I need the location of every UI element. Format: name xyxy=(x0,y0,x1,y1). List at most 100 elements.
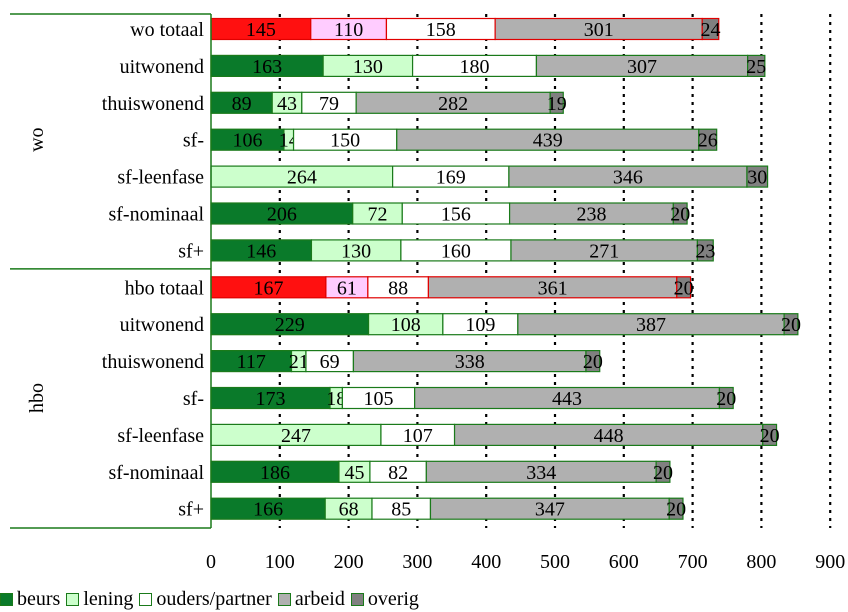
legend-item: lening xyxy=(66,588,133,611)
category-label: sf- xyxy=(183,388,204,410)
bar-value-label: 106 xyxy=(232,130,262,152)
bar-value-label: 163 xyxy=(252,56,282,78)
bar-segment xyxy=(696,239,714,262)
bar-segment xyxy=(762,423,778,446)
bar-value-label: 166 xyxy=(253,499,283,521)
category-label: sf-nominaal xyxy=(108,462,204,484)
bar-value-label: 158 xyxy=(426,19,456,41)
legend-label: lening xyxy=(83,587,134,610)
bar-value-label: 130 xyxy=(341,240,371,262)
bar-value-label: 160 xyxy=(441,240,471,262)
bar-value-label: 20 xyxy=(716,388,736,410)
bar-segment xyxy=(672,202,688,225)
bar-value-label: 26 xyxy=(698,130,718,152)
legend: beurs lening ouders/partner arbeid overig xyxy=(0,586,425,612)
bar-value-label: 387 xyxy=(636,314,666,336)
bar-value-label: 20 xyxy=(653,462,673,484)
x-tick-label: 200 xyxy=(334,551,364,573)
legend-swatch xyxy=(277,592,291,606)
category-label: thuiswonend xyxy=(102,351,204,373)
bar-value-label: 20 xyxy=(666,499,686,521)
bar-value-label: 88 xyxy=(388,277,408,299)
category-label: sf+ xyxy=(178,499,204,521)
legend-label: overig xyxy=(367,587,419,610)
bar-value-label: 186 xyxy=(260,462,290,484)
category-label: sf+ xyxy=(178,240,204,262)
bar-value-label: 301 xyxy=(584,19,614,41)
legend-swatch xyxy=(350,592,364,606)
bar-value-label: 20 xyxy=(760,425,780,447)
x-tick-label: 500 xyxy=(540,551,570,573)
bar-value-label: 146 xyxy=(246,240,276,262)
bar-value-label: 82 xyxy=(388,462,408,484)
bar-value-label: 20 xyxy=(583,351,603,373)
bar-value-label: 61 xyxy=(337,277,357,299)
category-label: sf-nominaal xyxy=(108,204,204,226)
bar-value-label: 69 xyxy=(320,351,340,373)
bar-value-label: 107 xyxy=(403,425,433,447)
bar-value-label: 72 xyxy=(367,204,387,226)
bar-value-label: 109 xyxy=(465,314,495,336)
bar-value-label: 173 xyxy=(256,388,286,410)
bar-value-label: 229 xyxy=(275,314,305,336)
bar-value-label: 89 xyxy=(232,93,252,115)
bar-value-label: 238 xyxy=(576,204,606,226)
bar-value-label: 79 xyxy=(319,93,339,115)
category-label: hbo totaal xyxy=(125,277,205,299)
legend-item: overig xyxy=(350,587,419,611)
bar-value-label: 20 xyxy=(674,277,694,299)
bar-value-label: 68 xyxy=(339,499,359,521)
bar-value-label: 439 xyxy=(533,130,563,152)
legend-item: ouders/partner xyxy=(139,588,272,611)
bar-value-label: 21 xyxy=(289,351,309,373)
x-tick-label: 400 xyxy=(471,551,501,573)
bar-value-label: 20 xyxy=(781,314,801,336)
bar-value-label: 264 xyxy=(287,167,317,189)
category-label: sf- xyxy=(183,130,204,152)
bar-segment xyxy=(746,165,769,188)
bar-segment xyxy=(698,128,718,151)
legend-swatch xyxy=(66,592,80,606)
group-label: hbo xyxy=(26,383,48,413)
bar-value-label: 117 xyxy=(237,351,266,373)
bar-segment xyxy=(549,91,564,114)
bar-value-label: 167 xyxy=(253,277,283,299)
bar-value-label: 23 xyxy=(695,240,715,262)
bar-value-label: 145 xyxy=(246,19,276,41)
bar-segment xyxy=(655,460,671,483)
x-tick-label: 800 xyxy=(746,551,776,573)
bar-value-label: 338 xyxy=(455,351,485,373)
legend-label: beurs xyxy=(17,587,61,610)
x-tick-label: 300 xyxy=(402,551,432,573)
bar-value-label: 18 xyxy=(326,388,346,410)
legend-swatch xyxy=(0,592,13,606)
bar-segment xyxy=(676,276,692,299)
bar-segment xyxy=(701,17,720,41)
legend-swatch xyxy=(139,592,153,606)
bar-value-label: 443 xyxy=(552,388,582,410)
bar-value-label: 247 xyxy=(281,425,311,447)
bar-value-label: 180 xyxy=(460,56,490,78)
bar-segment xyxy=(718,386,734,410)
legend-item: beurs xyxy=(0,588,60,611)
bar-segment xyxy=(585,350,601,373)
bar-segment xyxy=(783,313,799,336)
bar-value-label: 19 xyxy=(547,93,567,115)
bar-value-label: 108 xyxy=(391,314,421,336)
category-label: sf-leenfase xyxy=(117,167,204,189)
bar-value-label: 150 xyxy=(330,130,360,152)
bar-segment xyxy=(747,54,766,78)
x-tick-label: 100 xyxy=(265,551,295,573)
bar-segment xyxy=(668,497,684,520)
bar-value-label: 307 xyxy=(627,56,657,78)
legend-item: arbeid xyxy=(277,588,345,611)
category-label: uitwonend xyxy=(120,56,204,78)
category-label: thuiswonend xyxy=(102,93,204,115)
bar-value-label: 282 xyxy=(438,93,468,115)
legend-label: ouders/partner xyxy=(156,587,272,610)
category-label: sf-leenfase xyxy=(117,425,204,447)
bar-value-label: 85 xyxy=(391,499,411,521)
bar-value-label: 43 xyxy=(277,93,297,115)
bar-value-label: 156 xyxy=(441,204,471,226)
